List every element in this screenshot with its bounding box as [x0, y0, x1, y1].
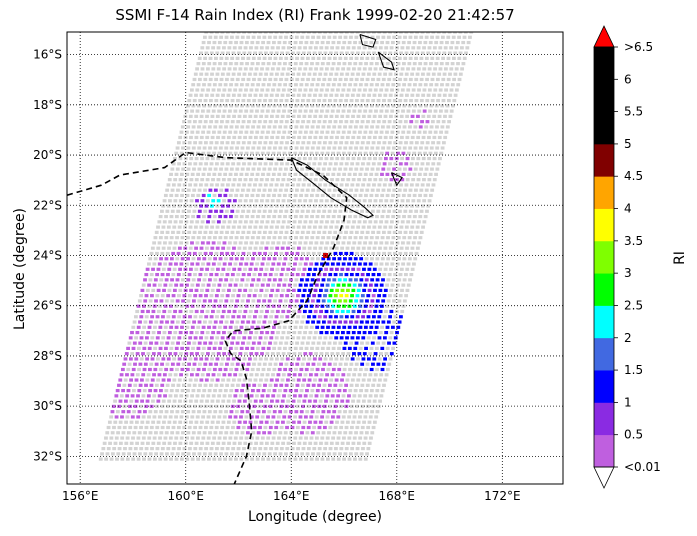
- colorbar-segment: [594, 370, 614, 403]
- colorbar-segment: [594, 208, 614, 242]
- colorbar-tick-label: 5: [624, 137, 632, 151]
- colorbar-tick-label: 2: [624, 331, 632, 345]
- colorbar-tick-label: 2.5: [624, 298, 643, 312]
- y-tick-label: 28°S: [33, 349, 62, 363]
- coastlines: [290, 33, 403, 219]
- colorbar-tick-label: 0.5: [624, 428, 643, 442]
- colorbar-tick-label: 5.5: [624, 105, 643, 119]
- colorbar-segment: [594, 111, 614, 145]
- colorbar-segment: [594, 305, 614, 339]
- colorbar-extend-low: [593, 466, 615, 489]
- colorbar-tick-label: 4: [624, 202, 632, 216]
- colorbar-tick-label: 1: [624, 395, 632, 409]
- x-tick-label: 164°E: [273, 489, 310, 503]
- colorbar-tick-label: 3.5: [624, 234, 643, 248]
- colorbar-segment: [594, 434, 614, 468]
- colorbar-segment: [594, 176, 614, 209]
- colorbar-tick-label: <0.01: [624, 460, 661, 474]
- colorbar-segment: [594, 143, 614, 177]
- satellite-swath: [98, 32, 474, 461]
- colorbar-segment: [594, 273, 614, 306]
- y-tick-label: 26°S: [33, 299, 62, 313]
- y-tick-label: 16°S: [33, 48, 62, 62]
- y-tick-label: 20°S: [33, 148, 62, 162]
- colorbar: <0.01 0.5 1 1.5 2 2.5 3 3.5 4 4.5 5 5.5 6 >6.5: [593, 25, 661, 489]
- colorbar-segment: [594, 47, 614, 80]
- colorbar-tick-label: 3: [624, 266, 632, 280]
- y-ticks: 16°S 18°S 20°S 22°S 24°S 26°S 28°S 30°S 32°S: [33, 48, 62, 464]
- map-title: SSMI F-14 Rain Index (RI) Frank 1999-02-…: [115, 6, 515, 24]
- x-axis-label: Longitude (degree): [247, 509, 383, 525]
- x-ticks: 156°E 160°E 164°E 168°E 172°E: [62, 489, 521, 503]
- x-tick-label: 168°E: [379, 489, 416, 503]
- colorbar-extend-high: [593, 25, 615, 48]
- colorbar-segment: [594, 79, 614, 113]
- colorbar-tick-label: >6.5: [624, 40, 653, 54]
- x-tick-label: 172°E: [484, 489, 521, 503]
- y-tick-label: 32°S: [33, 449, 62, 463]
- colorbar-tick-label: 1.5: [624, 363, 643, 377]
- x-tick-label: 156°E: [62, 489, 99, 503]
- colorbar-segment: [594, 337, 614, 371]
- colorbar-tick-label: 4.5: [624, 169, 643, 183]
- graticule: [67, 32, 563, 484]
- plot-frame: [66, 31, 564, 485]
- y-tick-label: 24°S: [33, 248, 62, 262]
- y-tick-label: 22°S: [33, 198, 62, 212]
- x-tick-label: 160°E: [167, 489, 204, 503]
- colorbar-segment: [594, 240, 614, 274]
- colorbar-segment: [594, 402, 614, 436]
- y-tick-label: 18°S: [33, 98, 62, 112]
- storm-track: [67, 151, 348, 484]
- y-tick-label: 30°S: [33, 399, 62, 413]
- colorbar-tick-label: 6: [624, 72, 632, 86]
